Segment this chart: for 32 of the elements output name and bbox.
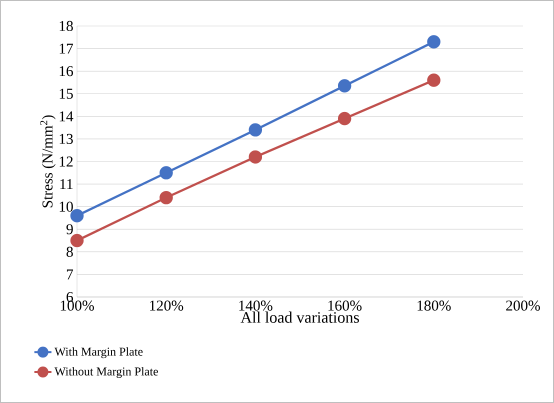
x-tick-label: 140% [239, 300, 272, 311]
y-tick-label: 7 [66, 269, 74, 280]
point [160, 190, 173, 204]
x-tick-label: 160% [328, 300, 362, 311]
y-tick-label: 8 [66, 246, 73, 257]
point [160, 166, 173, 180]
x-tick-label: 200% [506, 300, 540, 311]
point [248, 123, 262, 137]
y-tick-label: 16 [60, 66, 74, 76]
legend-label: With Margin Plate [54, 347, 143, 358]
y-tick-label: 9 [66, 224, 73, 234]
y-tick-label: 12 [60, 156, 73, 166]
y-tick-label: 18 [60, 20, 73, 32]
y-tick-label: 14 [60, 111, 74, 122]
y-tick-label: 15 [60, 88, 73, 99]
y-axis-title: Stress (N/mm$^{2}$) [40, 115, 56, 208]
y-tick-label: 13 [60, 134, 73, 144]
y-tick-label: 6 [66, 292, 74, 302]
x-tick-label: 100% [60, 300, 94, 311]
x-tick-label: 180% [418, 300, 451, 311]
x-tick-label: 120% [150, 300, 184, 311]
y-tick-label: 17 [60, 44, 74, 54]
point [70, 234, 84, 248]
point [427, 35, 440, 48]
point [248, 150, 262, 164]
x-axis-title: All load variations [240, 312, 359, 323]
point [427, 74, 440, 87]
point [338, 112, 352, 126]
y-tick-label: 10 [60, 202, 73, 212]
y-tick-label: 11 [60, 179, 73, 190]
legend-label: Without Margin Plate [54, 367, 158, 378]
point [338, 79, 352, 92]
